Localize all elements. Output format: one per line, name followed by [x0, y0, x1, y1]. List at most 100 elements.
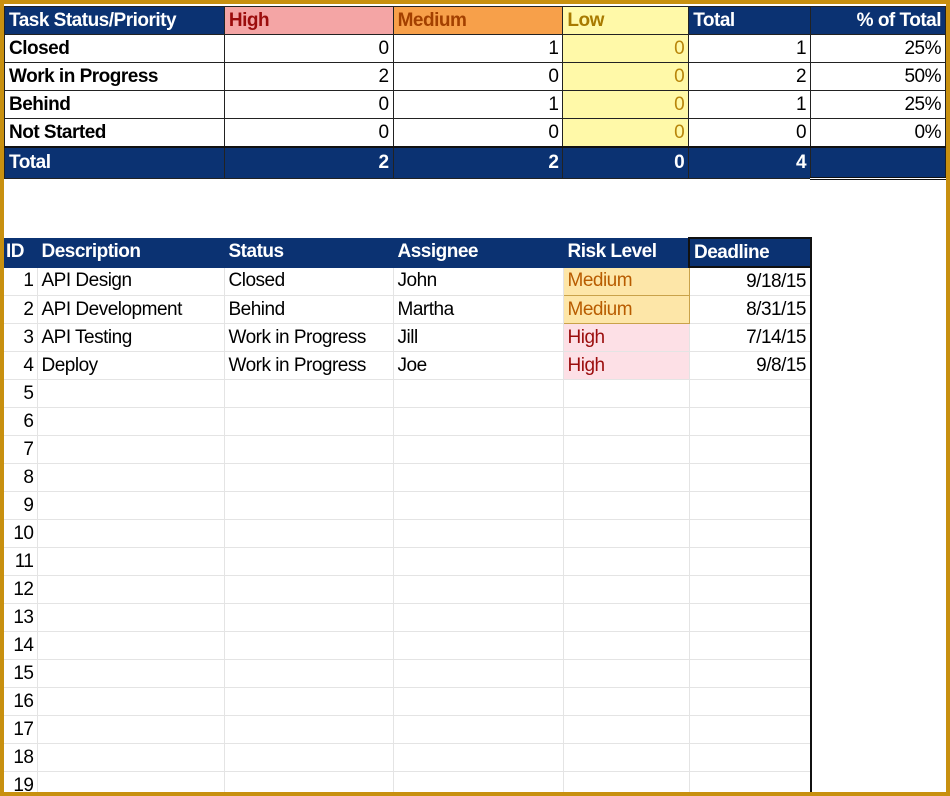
- task-id[interactable]: 16: [4, 687, 38, 716]
- task-risk-level[interactable]: [563, 631, 690, 660]
- task-description[interactable]: [37, 379, 225, 408]
- high-count[interactable]: 0: [223, 90, 394, 119]
- status-label[interactable]: Not Started: [4, 118, 225, 148]
- task-description[interactable]: [37, 407, 225, 436]
- task-description[interactable]: API Design: [37, 267, 225, 296]
- task-assignee[interactable]: [393, 491, 564, 520]
- header-description[interactable]: Description: [37, 238, 225, 268]
- task-status[interactable]: [224, 407, 394, 436]
- task-risk-level[interactable]: [563, 771, 690, 792]
- task-description[interactable]: [37, 575, 225, 604]
- task-id[interactable]: 18: [4, 743, 38, 772]
- task-risk-level[interactable]: [563, 603, 690, 632]
- task-risk-level[interactable]: High: [563, 351, 690, 380]
- total-low[interactable]: 0: [562, 146, 690, 179]
- task-deadline[interactable]: 7/14/15: [689, 323, 812, 352]
- high-count[interactable]: 0: [223, 118, 394, 148]
- task-status[interactable]: [224, 743, 394, 772]
- task-description[interactable]: [37, 631, 225, 660]
- task-risk-level[interactable]: Medium: [562, 295, 690, 324]
- task-status[interactable]: [224, 631, 394, 660]
- task-assignee[interactable]: Joe: [393, 351, 564, 380]
- low-count[interactable]: 0: [562, 90, 690, 119]
- header-low[interactable]: Low: [562, 6, 690, 35]
- total-medium[interactable]: 2: [392, 146, 564, 179]
- task-id[interactable]: 7: [4, 435, 38, 464]
- task-risk-level[interactable]: [563, 379, 690, 408]
- high-count[interactable]: 0: [223, 34, 394, 63]
- task-id[interactable]: 12: [4, 575, 38, 604]
- pct-of-total[interactable]: 50%: [810, 62, 946, 91]
- task-status[interactable]: Closed: [224, 267, 394, 296]
- task-description[interactable]: [37, 687, 225, 716]
- task-deadline[interactable]: 9/18/15: [689, 267, 812, 296]
- total-count[interactable]: 1: [688, 34, 812, 63]
- task-assignee[interactable]: Jill: [393, 323, 564, 352]
- task-id[interactable]: 10: [4, 519, 38, 548]
- task-description[interactable]: [37, 771, 225, 792]
- task-id[interactable]: 11: [4, 547, 38, 576]
- total-count[interactable]: 2: [688, 62, 812, 91]
- status-label[interactable]: Behind: [4, 90, 225, 119]
- task-description[interactable]: API Development: [37, 295, 225, 324]
- pct-of-total[interactable]: 25%: [810, 90, 946, 119]
- pct-of-total[interactable]: 0%: [810, 118, 946, 148]
- total-count[interactable]: 1: [688, 90, 812, 119]
- task-description[interactable]: [37, 659, 225, 688]
- task-assignee[interactable]: [393, 575, 564, 604]
- medium-count[interactable]: 1: [392, 90, 564, 119]
- header-id[interactable]: ID: [4, 238, 38, 268]
- task-status[interactable]: [224, 519, 394, 548]
- task-description[interactable]: [37, 743, 225, 772]
- task-status[interactable]: [224, 491, 394, 520]
- status-label[interactable]: Closed: [4, 34, 225, 63]
- task-risk-level[interactable]: [563, 519, 690, 548]
- task-description[interactable]: [37, 519, 225, 548]
- task-assignee[interactable]: [393, 743, 564, 772]
- task-id[interactable]: 14: [4, 631, 38, 660]
- task-description[interactable]: [37, 547, 225, 576]
- task-risk-level[interactable]: [563, 435, 690, 464]
- task-status[interactable]: Work in Progress: [224, 351, 394, 380]
- task-risk-level[interactable]: [563, 463, 690, 492]
- task-description[interactable]: [37, 491, 225, 520]
- task-deadline[interactable]: [689, 463, 812, 492]
- task-deadline[interactable]: [689, 547, 812, 576]
- task-description[interactable]: Deploy: [37, 351, 225, 380]
- task-status[interactable]: [224, 575, 394, 604]
- task-risk-level[interactable]: [563, 547, 690, 576]
- task-id[interactable]: 9: [4, 491, 38, 520]
- task-assignee[interactable]: [393, 771, 564, 792]
- task-status[interactable]: [224, 547, 394, 576]
- task-assignee[interactable]: [393, 547, 564, 576]
- task-description[interactable]: [37, 435, 225, 464]
- task-id[interactable]: 1: [4, 267, 38, 296]
- task-assignee[interactable]: [393, 687, 564, 716]
- task-status[interactable]: Work in Progress: [224, 323, 394, 352]
- total-count[interactable]: 0: [688, 118, 812, 148]
- task-status[interactable]: [224, 463, 394, 492]
- task-status[interactable]: Behind: [224, 295, 394, 324]
- high-count[interactable]: 2: [223, 62, 394, 91]
- task-risk-level[interactable]: [563, 575, 690, 604]
- medium-count[interactable]: 1: [392, 34, 564, 63]
- task-status[interactable]: [224, 659, 394, 688]
- header-medium[interactable]: Medium: [392, 6, 564, 35]
- task-assignee[interactable]: [393, 603, 564, 632]
- task-risk-level[interactable]: [563, 687, 690, 716]
- task-description[interactable]: [37, 715, 225, 744]
- task-id[interactable]: 8: [4, 463, 38, 492]
- task-status[interactable]: [224, 715, 394, 744]
- task-deadline[interactable]: [689, 491, 812, 520]
- task-id[interactable]: 15: [4, 659, 38, 688]
- header-total[interactable]: Total: [688, 6, 812, 35]
- total-high[interactable]: 2: [223, 146, 394, 179]
- task-assignee[interactable]: [393, 407, 564, 436]
- header-status[interactable]: Status: [224, 238, 394, 268]
- medium-count[interactable]: 0: [392, 62, 564, 91]
- task-risk-level[interactable]: [563, 715, 690, 744]
- task-assignee[interactable]: [393, 379, 564, 408]
- task-assignee[interactable]: John: [393, 267, 564, 296]
- task-status[interactable]: [224, 435, 394, 464]
- task-id[interactable]: 5: [4, 379, 38, 408]
